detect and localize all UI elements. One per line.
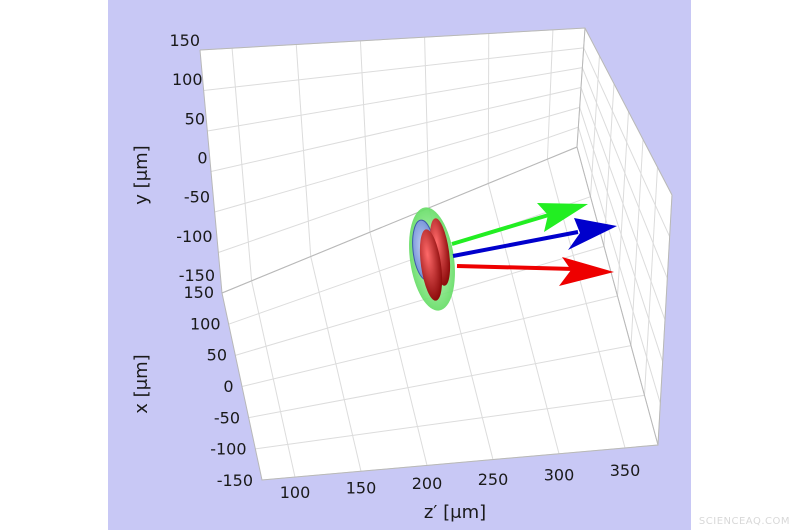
y-tick-label: 150 xyxy=(169,31,200,50)
grid-line xyxy=(630,139,644,346)
y-tick-label: 50 xyxy=(185,109,205,128)
grid-line xyxy=(210,87,582,172)
z-tick-label: 150 xyxy=(346,479,377,498)
grid-line xyxy=(644,167,658,396)
x-tick-label: 0 xyxy=(223,377,233,396)
green-arrow-shaft xyxy=(451,212,553,246)
grid-line xyxy=(546,29,554,160)
x-axis-ticks: 150 100 50 0 -50 -100 -150 xyxy=(183,283,253,490)
x-tick-label: 100 xyxy=(190,314,221,333)
grid-line xyxy=(218,126,579,253)
arrows xyxy=(451,203,617,286)
y-axis-title: y [μm] xyxy=(131,145,152,204)
blue-arrow-shaft xyxy=(452,230,579,258)
y-tick-label: 100 xyxy=(172,70,203,89)
grid-line xyxy=(235,245,605,356)
red-arrow-head xyxy=(559,257,614,286)
z-tick-label: 300 xyxy=(544,466,575,485)
red-arrow-shaft xyxy=(456,264,575,271)
ellipsoid-cluster xyxy=(409,207,455,311)
z-tick-label: 200 xyxy=(412,474,443,493)
z-tick-label: 350 xyxy=(610,461,641,480)
z-tick-label: 250 xyxy=(478,470,509,489)
green-arrow-head xyxy=(537,203,588,232)
grid-line xyxy=(590,55,600,197)
grid-line xyxy=(207,67,583,132)
pane-edges xyxy=(199,27,673,481)
grid-line xyxy=(295,44,312,257)
y-tick-label: -50 xyxy=(184,188,210,207)
grid-line xyxy=(487,33,490,184)
grid-line xyxy=(255,394,645,450)
grid-line xyxy=(617,111,629,297)
blue-arrow-head xyxy=(568,218,617,250)
x-tick-label: 150 xyxy=(183,283,214,302)
grid-line xyxy=(203,47,584,91)
x-axis-title: x [μm] xyxy=(131,354,152,413)
y-tick-label: 0 xyxy=(197,149,207,168)
grid-line xyxy=(369,232,428,466)
floor-pane xyxy=(222,147,658,480)
z-tick-label: 100 xyxy=(280,483,311,502)
red-ellipsoid-front xyxy=(419,229,443,301)
y-tick-label: -100 xyxy=(176,227,212,246)
grid-line xyxy=(214,106,580,213)
grid-line xyxy=(231,48,253,281)
y-tick-label: -150 xyxy=(179,266,215,285)
grid-line xyxy=(603,83,615,247)
x-tick-label: -100 xyxy=(210,440,246,459)
z-axis-ticks: 100 150 200 250 300 350 xyxy=(280,461,641,502)
grid-line xyxy=(251,280,296,478)
grid-line xyxy=(359,40,371,233)
grid-line xyxy=(228,196,591,325)
x-tick-label: 50 xyxy=(207,346,227,365)
y-axis-ticks: 150 100 50 0 -50 -100 -150 xyxy=(169,31,215,285)
grid-line xyxy=(241,295,618,387)
watermark-text: SCIENCEAQ.COM xyxy=(699,516,790,527)
x-tick-label: -150 xyxy=(217,471,253,490)
x-tick-label: -50 xyxy=(214,408,240,427)
side-pane xyxy=(577,28,672,445)
z-axis-title: z′ [μm] xyxy=(424,502,486,523)
grid-line xyxy=(424,37,430,208)
grid-line xyxy=(248,345,632,419)
grid-line xyxy=(310,256,362,472)
